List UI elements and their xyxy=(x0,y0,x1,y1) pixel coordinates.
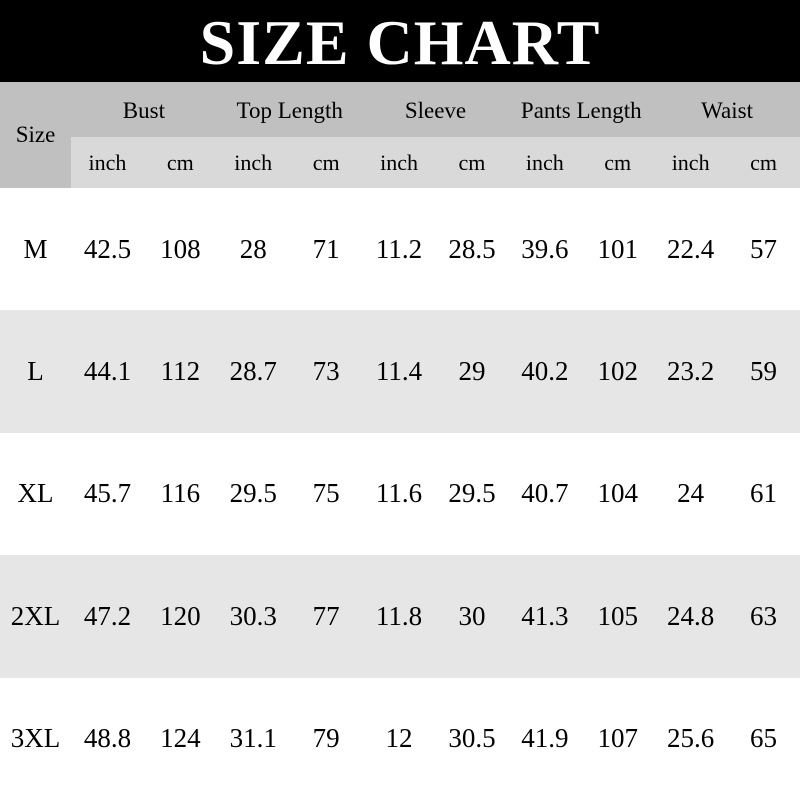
unit-header: cm xyxy=(604,149,632,175)
value-cell: 24.8 xyxy=(667,600,715,631)
value-cell: 124 xyxy=(160,723,201,754)
group-header: Waist xyxy=(701,97,753,123)
value-cell: 48.8 xyxy=(83,723,132,754)
value-cell: 116 xyxy=(160,478,201,509)
value-cell: 28.5 xyxy=(448,233,496,264)
value-cell: 102 xyxy=(597,356,638,387)
value-cell: 40.7 xyxy=(521,478,569,509)
value-cell: 11.4 xyxy=(375,356,423,387)
value-cell: 29.5 xyxy=(448,478,496,509)
value-cell: 107 xyxy=(597,723,638,754)
value-cell: 63 xyxy=(750,600,778,631)
value-cell: 11.8 xyxy=(375,600,423,631)
value-cell: 29 xyxy=(458,356,486,387)
size-cell: 3XL xyxy=(10,723,61,754)
value-cell: 30.5 xyxy=(448,723,496,754)
value-cell: 47.2 xyxy=(83,600,132,631)
value-cell: 39.6 xyxy=(521,233,569,264)
group-header: Sleeve xyxy=(404,97,467,123)
size-header: Size xyxy=(15,122,56,147)
value-cell: 105 xyxy=(597,600,638,631)
value-cell: 29.5 xyxy=(229,478,277,509)
unit-header: inch xyxy=(525,149,564,175)
value-cell: 57 xyxy=(750,233,778,264)
value-cell: 28 xyxy=(239,233,267,264)
value-cell: 41.9 xyxy=(521,723,569,754)
unit-header: inch xyxy=(234,149,273,175)
value-cell: 22.4 xyxy=(667,233,715,264)
value-cell: 45.7 xyxy=(83,478,132,509)
size-cell: L xyxy=(27,356,44,387)
value-cell: 28.7 xyxy=(229,356,277,387)
page-title: SIZE CHART xyxy=(0,0,800,82)
unit-header: cm xyxy=(166,149,194,175)
value-cell: 42.5 xyxy=(83,233,132,264)
units-row xyxy=(71,137,800,188)
value-cell: 12 xyxy=(385,723,413,754)
value-cell: 61 xyxy=(750,478,778,509)
value-cell: 11.2 xyxy=(375,233,423,264)
value-cell: 44.1 xyxy=(83,356,132,387)
value-cell: 120 xyxy=(160,600,201,631)
unit-header: cm xyxy=(750,149,777,175)
value-cell: 71 xyxy=(312,233,340,264)
table-row xyxy=(0,555,800,678)
value-cell: 24 xyxy=(677,478,705,509)
group-header: Bust xyxy=(122,97,165,123)
group-header: Top Length xyxy=(236,97,343,123)
unit-header: cm xyxy=(312,149,340,175)
value-cell: 23.2 xyxy=(667,356,715,387)
value-cell: 59 xyxy=(750,356,778,387)
unit-header: inch xyxy=(671,149,710,175)
value-cell: 79 xyxy=(312,723,340,754)
value-cell: 77 xyxy=(312,600,340,631)
value-cell: 65 xyxy=(750,723,778,754)
value-cell: 112 xyxy=(160,356,201,387)
value-cell: 40.2 xyxy=(521,356,569,387)
size-cell: M xyxy=(23,233,48,264)
value-cell: 75 xyxy=(312,478,340,509)
value-cell: 104 xyxy=(597,478,638,509)
group-header: Pants Length xyxy=(520,97,642,123)
value-cell: 108 xyxy=(160,233,201,264)
value-cell: 30.3 xyxy=(229,600,277,631)
size-cell: 2XL xyxy=(10,600,61,631)
size-cell: XL xyxy=(17,478,54,509)
value-cell: 41.3 xyxy=(521,600,569,631)
unit-header: inch xyxy=(88,149,127,175)
value-cell: 30 xyxy=(458,600,486,631)
value-cell: 11.6 xyxy=(375,478,423,509)
value-cell: 73 xyxy=(312,356,340,387)
unit-header: cm xyxy=(458,149,486,175)
table-row xyxy=(0,310,800,433)
unit-header: inch xyxy=(380,149,418,175)
value-cell: 101 xyxy=(597,233,638,264)
value-cell: 31.1 xyxy=(229,723,277,754)
value-cell: 25.6 xyxy=(667,723,715,754)
